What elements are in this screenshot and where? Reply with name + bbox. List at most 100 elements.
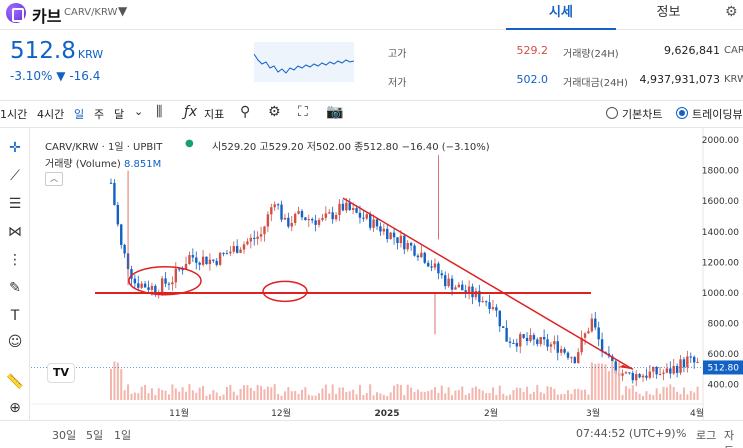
candle-body [488,302,491,309]
range-30d[interactable]: 30일 [52,429,77,442]
settings-icon[interactable]: ⚙ [268,104,281,120]
candle-body [587,331,590,334]
zoom-icon[interactable]: ⊕ [9,400,21,416]
interval-1mo[interactable]: 달 [114,108,125,121]
candle-body [239,249,242,253]
range-1d[interactable]: 1일 [114,429,132,442]
ruler-icon[interactable]: 📏 [6,374,24,390]
volume-bar [423,392,426,400]
brush-icon[interactable]: ✎ [9,280,21,296]
volume-unit: CARV [724,45,743,56]
volume-bar [693,392,696,400]
candle-body [218,252,222,265]
candle-body [559,349,563,353]
volume-bar [672,386,675,400]
interval-4h[interactable]: 4시간 [37,108,65,121]
interval-1d[interactable]: 일 [74,108,85,121]
low-value: 502.0 [516,73,549,86]
volume-bar [314,395,317,400]
crosshair-icon[interactable]: ✛ [9,140,21,156]
candle-body [669,368,672,374]
candle-body [628,372,631,374]
candle-body [454,287,457,290]
candle-body [120,224,123,245]
ohlc-high: 고529.20 [259,142,304,153]
text-icon[interactable]: T [10,308,20,324]
tradingview-radio[interactable] [676,107,688,119]
volume-bar [536,384,539,400]
projection-icon[interactable]: ⋮ [8,252,22,268]
candle-body [188,255,191,265]
candle-body [566,352,570,358]
volume-bar [451,395,454,400]
x-tick-label: 2025 [374,409,399,419]
candle-body [679,359,682,373]
volume-bar [631,385,634,400]
price-chart[interactable]: 2000.00 1800.00 1600.00 1400.00 1200.00 1000.… [31,128,743,420]
volume-bar [481,390,484,400]
volume-bar [123,390,126,400]
compare-icon[interactable]: ⚲ [240,104,251,120]
volume-bar [669,384,672,400]
ohlc-legend: 시529.20 고529.20 저502.00 종512.80 −16.40 (… [212,138,490,153]
volume-bar [188,384,191,400]
tab-quote[interactable]: 시세 [506,0,616,30]
candle-body [358,212,362,218]
candle-body [508,341,512,343]
chart-canvas[interactable]: 2000.00 1800.00 1600.00 1400.00 1200.00 1000.… [31,128,743,420]
interval-1h[interactable]: 1시간 [0,108,28,121]
interval-1w[interactable]: 주 [94,108,105,121]
candle-body [263,226,266,235]
candle-body [246,241,249,245]
auto-toggle[interactable]: 자동 [724,429,735,448]
volume-bar [202,386,205,400]
volume-legend-label: 거래량 (Volume) [45,159,121,170]
candle-body [256,236,259,239]
candle-body [338,203,341,215]
volume-bar [389,392,392,400]
volume-bar [433,387,436,400]
percent-toggle[interactable]: % [676,427,687,440]
log-toggle[interactable]: 로그 [696,429,717,442]
tab-info[interactable]: 정보 [656,5,681,20]
volume-bar [440,385,443,400]
interval-dropdown-icon[interactable]: ⌄ [134,105,144,118]
camera-icon[interactable]: 📷 [326,104,344,120]
x-tick-label: 3월 [586,407,600,419]
volume-bar [127,384,130,400]
range-5d[interactable]: 5일 [86,429,104,442]
trendline-icon[interactable]: ⟋ [10,168,20,184]
coin-pair: CARV/KRW [64,7,118,18]
volume-bar [393,385,396,400]
volume-bar [665,387,668,400]
volume-bar [491,387,494,400]
volume-bar [283,391,286,400]
volume-bar [225,386,228,400]
volume-bar [447,387,450,400]
pattern-icon[interactable]: ⋈ [8,224,22,240]
volume-bar [304,387,307,400]
fib-icon[interactable]: ☰ [8,196,22,212]
gear-icon[interactable]: ⚙ [725,4,738,20]
coin-dropdown-icon[interactable]: ▼ [118,4,128,18]
ohlc-open: 시529.20 [212,142,257,153]
volume-bar [273,384,276,400]
volume-bar [174,388,177,400]
volume-bar [648,394,651,400]
indicator-button[interactable]: 지표 [204,108,225,121]
volume-bar [509,394,512,400]
fx-indicator-icon[interactable]: ƒx [184,104,198,120]
candle-body [351,208,355,211]
volume-bar [512,390,515,400]
candle-body [655,366,658,375]
collapse-legend-button[interactable]: ︿ [45,172,63,186]
candle-type-icon[interactable]: ⫼ [156,104,163,120]
volume-bar [379,393,382,400]
fullscreen-icon[interactable]: ⛶ [298,104,308,120]
candle-body [321,217,324,220]
volume-bar [532,391,535,400]
basic-chart-radio[interactable] [606,107,618,119]
emoji-icon[interactable]: ☺ [7,334,23,350]
volume-bar [454,390,457,400]
volume-bar [382,394,385,400]
